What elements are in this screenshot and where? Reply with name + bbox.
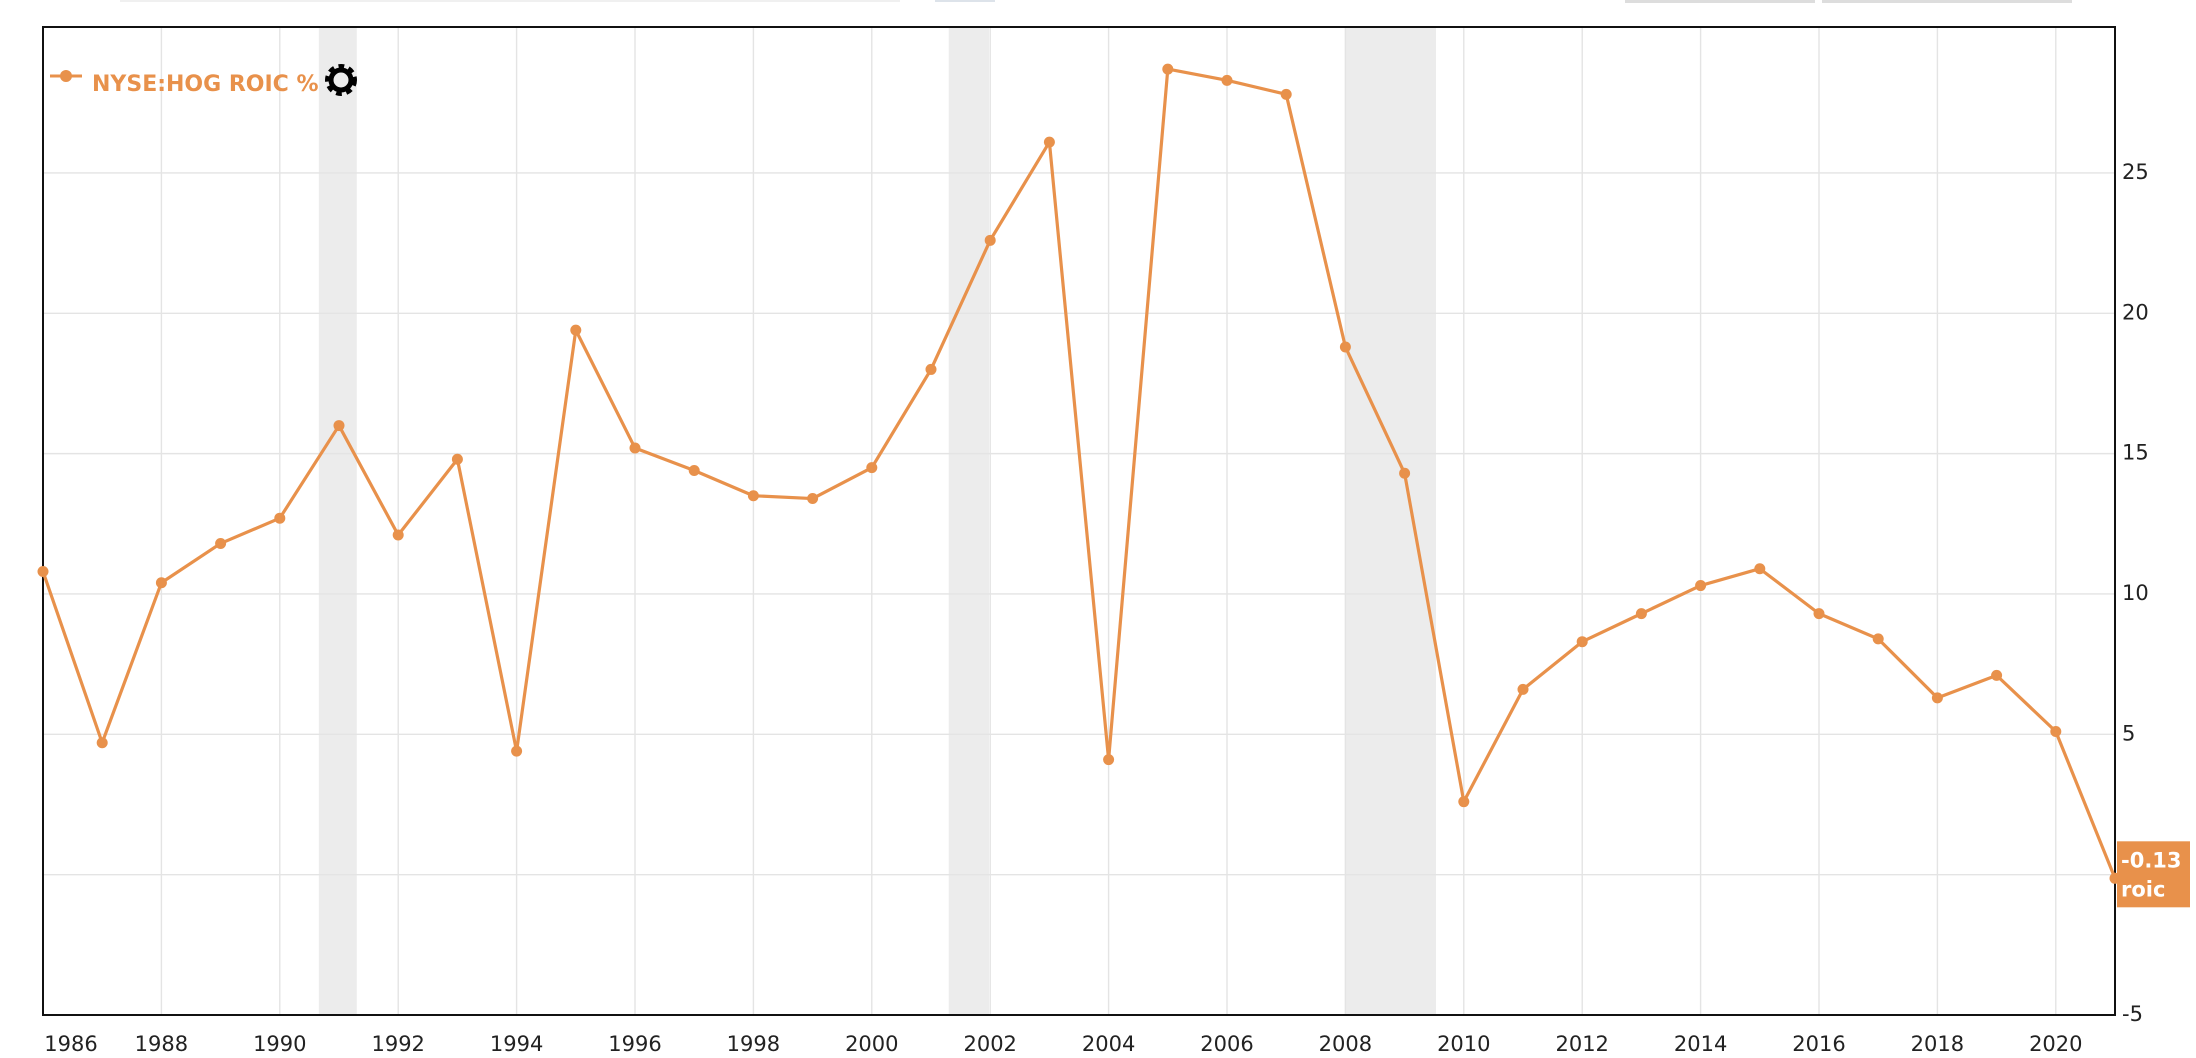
x-tick-label: 2006 [1200,1032,1253,1056]
x-tick-label: 2010 [1437,1032,1490,1056]
data-point [1872,633,1884,645]
data-point [1576,636,1588,648]
data-point [274,512,286,524]
x-tick-label: 2020 [2029,1032,2082,1056]
data-point [688,464,700,476]
x-tick-label: 1988 [135,1032,188,1056]
y-tick-label: -5 [2122,1002,2143,1026]
settings-icon[interactable] [325,64,357,96]
data-point [1221,74,1233,86]
x-tick-label: 2000 [845,1032,898,1056]
x-tick-label: 1990 [253,1032,306,1056]
data-point [1043,136,1055,148]
y-tick-label: 25 [2122,160,2149,184]
data-point [1931,692,1943,704]
data-point [1399,467,1411,479]
x-tick-label: 1998 [727,1032,780,1056]
data-point [2050,726,2062,738]
x-tick-label: 2018 [1911,1032,1964,1056]
data-point [1813,608,1825,620]
data-point [629,442,641,454]
data-point [451,453,463,465]
x-tick-label: 1986 [44,1032,97,1056]
top-tabs [120,0,2072,3]
data-point [155,577,167,589]
data-point [1635,608,1647,620]
end-badge [2117,841,2190,908]
data-point [1754,563,1766,575]
data-point [866,462,878,474]
x-tick-label: 1994 [490,1032,543,1056]
end-label: roic [2121,877,2165,901]
recession-band [948,27,990,1015]
x-tick-label: 2004 [1082,1032,1135,1056]
recession-band [318,27,357,1015]
x-tick-label: 2008 [1319,1032,1372,1056]
x-tick-label: 2012 [1555,1032,1608,1056]
y-tick-label: 10 [2122,581,2149,605]
data-point [96,737,108,749]
data-point [570,324,582,336]
recession-band [1344,27,1436,1015]
data-point [1339,341,1351,353]
data-point [333,420,345,432]
legend-marker [60,70,72,82]
data-point [1162,63,1174,75]
data-point [1458,796,1470,808]
data-point [511,745,523,757]
data-point [807,493,819,505]
data-point [392,529,404,541]
data-point [1280,88,1292,100]
y-tick-label: 5 [2122,721,2135,745]
y-tick-label: 20 [2122,300,2149,324]
legend-label[interactable]: NYSE:HOG ROIC % [92,72,319,97]
data-point [747,490,759,502]
x-tick-label: 2014 [1674,1032,1727,1056]
legend[interactable]: NYSE:HOG ROIC % [50,64,357,97]
data-point [984,234,996,246]
x-tick-label: 1992 [371,1032,424,1056]
data-point [1103,754,1115,766]
x-tick-label: 1996 [608,1032,661,1056]
y-tick-label: 15 [2122,441,2149,465]
plot-frame [42,26,2116,1016]
data-point [37,566,49,578]
data-point [1695,580,1707,592]
x-tick-label: 2016 [1792,1032,1845,1056]
data-point [1991,669,2003,681]
end-value: -0.13 [2121,848,2182,872]
data-point [1517,683,1529,695]
data-point [925,363,937,375]
data-point [215,537,227,549]
x-tick-label: 2002 [963,1032,1016,1056]
series-line [41,67,2117,879]
